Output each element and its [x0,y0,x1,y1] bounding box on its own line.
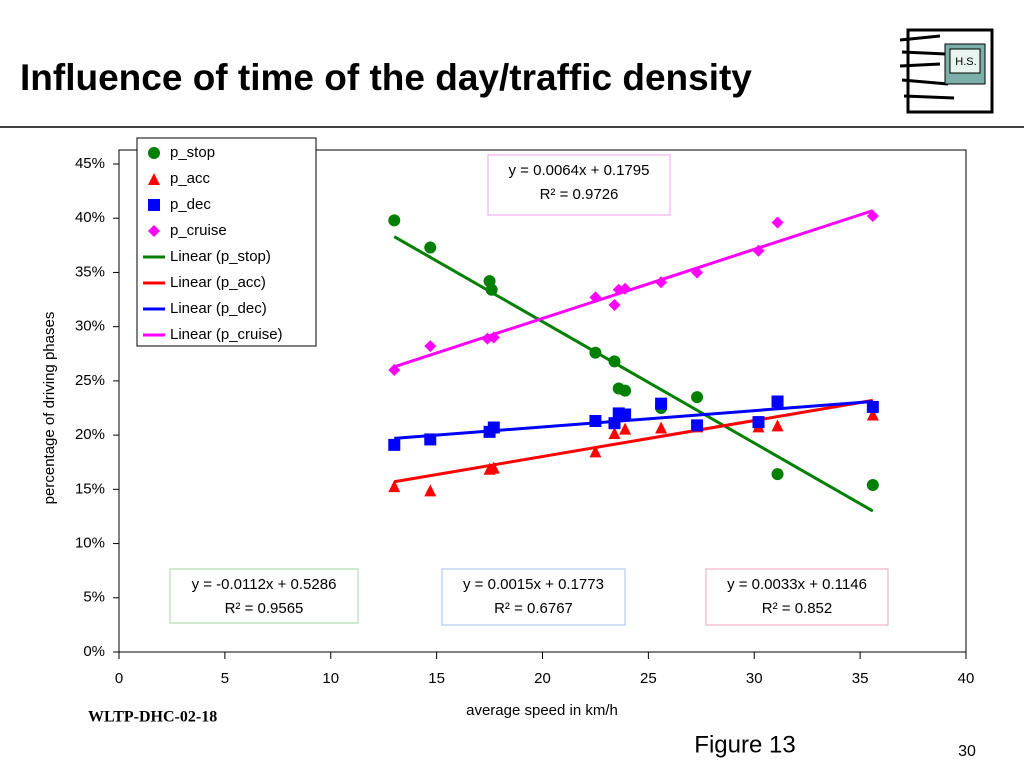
point [771,395,784,408]
point [424,484,437,497]
point [589,445,602,458]
legend-swatch [148,173,160,185]
y-tick-label: 40% [75,209,105,226]
x-tick-label: 20 [534,670,551,687]
x-tick-label: 10 [322,670,339,687]
point [608,355,621,368]
legend-swatch [148,147,160,159]
equation-box [487,154,671,216]
r-squared: R² = 0.6767 [494,600,573,617]
equation-box [705,568,889,626]
legend-label: Linear (p_acc) [170,274,266,291]
y-tick-label: 25% [75,372,105,389]
point [388,214,401,227]
r-squared: R² = 0.9726 [540,186,619,203]
point [589,346,602,359]
legend-label: p_acc [170,170,211,187]
point [589,291,602,304]
point [655,421,668,434]
legend-swatch [148,199,160,211]
legend-label: Linear (p_stop) [170,248,271,265]
point [866,408,879,421]
x-tick-label: 0 [115,670,123,687]
legend-label: p_cruise [170,222,227,239]
equation: y = 0.0064x + 0.1795 [509,162,650,179]
point [589,415,602,428]
y-tick-label: 5% [83,589,105,606]
slide-title: Influence of time of the day/traffic den… [20,57,752,98]
point [608,426,621,439]
equation-box [169,568,359,624]
point [691,266,704,279]
point [771,419,784,432]
point [424,241,437,254]
trend-line [394,399,873,440]
point [655,276,668,289]
y-tick-label: 10% [75,535,105,552]
point [771,468,784,481]
y-tick-label: 35% [75,263,105,280]
figure-label: Figure 13 [694,731,795,758]
equation: y = 0.0015x + 0.1773 [463,576,604,593]
logo: H.S. [899,28,994,114]
x-tick-label: 35 [852,670,869,687]
legend-label: Linear (p_dec) [170,300,267,317]
x-axis-label: average speed in km/h [466,702,618,719]
point [619,384,632,397]
point [866,478,879,491]
trend-line [393,235,874,513]
legend-label: p_stop [170,144,215,161]
x-tick-label: 40 [958,670,975,687]
legend-label: Linear (p_cruise) [170,326,283,343]
legend-swatch [148,225,160,237]
point [388,480,401,493]
point [388,438,401,451]
point [608,417,621,430]
equation: y = -0.0112x + 0.5286 [192,576,337,593]
footer-code: WLTP-DHC-02-18 [88,709,217,726]
point [608,298,621,311]
trend-line [394,398,874,484]
y-tick-label: 45% [75,155,105,172]
point [866,400,879,413]
point [424,433,437,446]
y-tick-label: 0% [83,643,105,660]
point [752,244,765,257]
point [619,408,632,421]
y-tick-label: 30% [75,318,105,335]
point [424,340,437,353]
y-axis-label: percentage of driving phases [41,312,58,505]
point [619,422,632,435]
x-tick-label: 30 [746,670,763,687]
r-squared: R² = 0.9565 [225,600,304,617]
legend-label: p_dec [170,196,211,213]
trend-line [393,209,874,369]
point [487,331,500,344]
point [691,391,704,404]
r-squared: R² = 0.852 [762,600,832,617]
x-tick-label: 5 [221,670,229,687]
point [487,421,500,434]
equation: y = 0.0033x + 0.1146 [727,576,867,593]
point [485,283,498,296]
point [619,282,632,295]
point [866,210,879,223]
point [655,397,668,410]
y-tick-label: 20% [75,426,105,443]
x-tick-label: 15 [428,670,445,687]
x-tick-label: 25 [640,670,657,687]
point [752,416,765,429]
equation-box [441,568,626,626]
point [691,419,704,432]
page-number: 30 [958,743,976,760]
point [771,216,784,229]
point [487,461,500,474]
legend-box [136,137,317,347]
point [388,364,401,377]
y-tick-label: 15% [75,480,105,497]
logo-text: H.S. [955,56,976,68]
